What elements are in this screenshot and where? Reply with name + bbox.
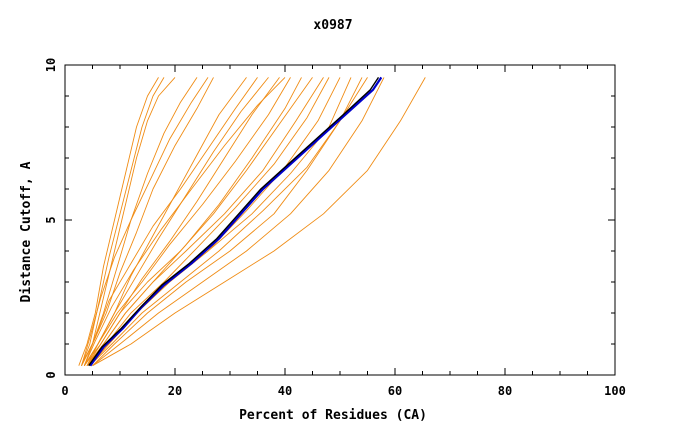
series-line-model-17 — [89, 77, 363, 367]
x-axis-label: Percent of Residues (CA) — [239, 408, 427, 423]
series-line-model-01 — [78, 77, 159, 366]
series-line-model-02 — [81, 77, 165, 366]
series-line-model-07 — [86, 77, 269, 366]
series-line-highlight-blue — [89, 76, 383, 367]
x-axis-ticks: 0 20 40 60 80 100 — [61, 65, 626, 398]
x-tick-label: 40 — [278, 384, 292, 398]
x-tick-label: 0 — [61, 384, 68, 398]
series-line-model-12 — [83, 77, 313, 366]
series-line-model-21 — [81, 77, 209, 366]
x-tick-label: 20 — [168, 384, 182, 398]
series-line-model-03 — [81, 77, 176, 366]
series-line-model-20 — [92, 77, 426, 367]
chart-title: x0987 — [313, 18, 352, 33]
x-tick-label: 100 — [604, 384, 626, 398]
x-tick-label: 80 — [498, 384, 512, 398]
y-axis-label: Distance Cutoff, A — [19, 161, 34, 302]
y-axis-ticks: 0 5 10 — [44, 58, 615, 379]
series-line-model-08 — [81, 77, 258, 366]
series-line-model-22 — [83, 77, 286, 366]
y-tick-label: 0 — [44, 371, 58, 378]
plot-lines — [78, 76, 426, 367]
y-tick-label: 5 — [44, 216, 58, 223]
x-tick-label: 60 — [388, 384, 402, 398]
series-line-model-10 — [83, 77, 291, 366]
series-line-model-13 — [86, 77, 324, 366]
series-line-model-14 — [86, 77, 330, 366]
y-tick-label: 10 — [44, 58, 58, 72]
series-line-model-18 — [92, 77, 368, 367]
series-line-model-19 — [92, 77, 385, 367]
series-line-highlight-black — [88, 77, 380, 367]
